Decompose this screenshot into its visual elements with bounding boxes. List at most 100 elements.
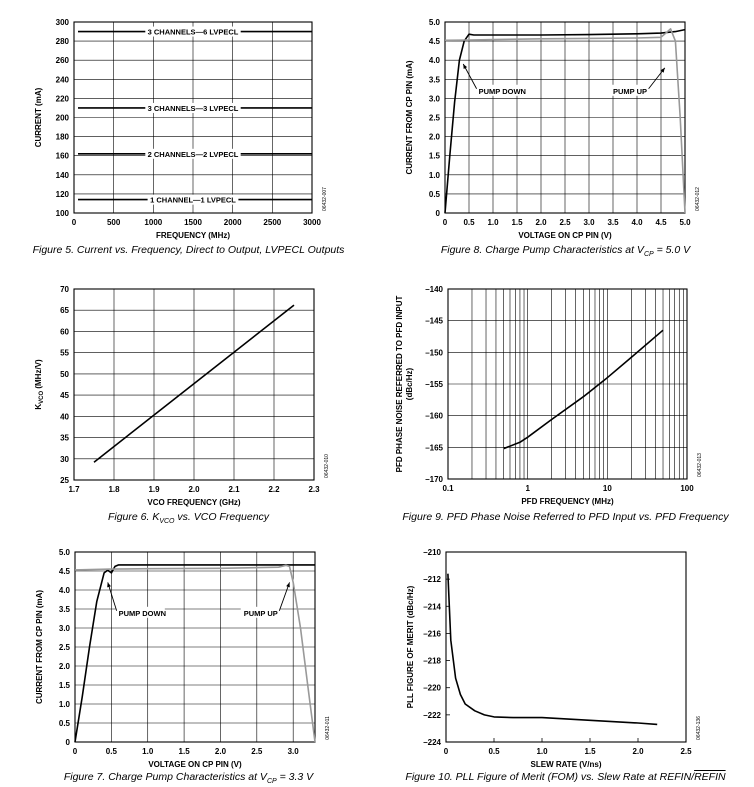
x-tick-label: 1.9 <box>148 485 160 494</box>
y-tick-label: 180 <box>56 133 70 142</box>
y-tick-label: 1.0 <box>429 171 441 180</box>
y-tick-label: 1.5 <box>59 681 71 690</box>
y-tick-label: 300 <box>56 18 70 27</box>
x-tick-label: 3.0 <box>288 747 300 756</box>
caption-fig6: Figure 6. KVCO vs. VCO Frequency <box>107 511 270 526</box>
x-tick-label: 2000 <box>224 218 242 227</box>
x-tick-label: 1.0 <box>142 747 154 756</box>
series-label-bg <box>147 194 239 205</box>
y-tick-label: –216 <box>423 629 441 638</box>
figure-code: 06432-007 <box>322 187 328 211</box>
caption-fig5: Figure 5. Current vs. Frequency, Direct … <box>32 244 345 256</box>
plot-frame <box>447 288 688 480</box>
x-tick-label: 1.0 <box>536 747 548 756</box>
chart-fig10: 0 0.5 1.0 1.5 2.0 2.5 –224 –222 –220 –218 –216 –214… <box>406 548 702 769</box>
x-tick-label: 1.5 <box>511 218 523 227</box>
x-tick-label: 3.0 <box>583 218 595 227</box>
y-tick-label: 5.0 <box>429 18 441 27</box>
series-label: 3 CHANNELS—6 LVPECL <box>148 28 239 37</box>
y-tick-label: 120 <box>56 190 70 199</box>
y-tick-label: 220 <box>56 94 70 103</box>
y-tick-label: 140 <box>56 171 70 180</box>
x-tick-label: 1.5 <box>584 747 596 756</box>
y-axis-label: KVCO (MHz/V) <box>34 359 45 410</box>
y-tick-label: –145 <box>425 317 443 326</box>
x-tick-label: 3000 <box>303 218 321 227</box>
y-tick-label: 1.5 <box>429 152 441 161</box>
series-label: 2 CHANNELS—2 LVPECL <box>148 150 239 159</box>
annotation-arrow <box>462 63 477 89</box>
plot-frame <box>445 551 687 743</box>
y-axis-label: CURRENT FROM CP PIN (mA) <box>35 590 44 704</box>
x-axis-label: VOLTAGE ON CP PIN (V) <box>148 760 242 769</box>
y-tick-label: 3.0 <box>59 624 71 633</box>
y-tick-label: 0.5 <box>59 719 71 728</box>
x-tick-label: 0 <box>444 747 449 756</box>
annotation-bg <box>240 606 281 618</box>
x-tick-label: 10 <box>603 484 612 493</box>
x-tick-label: 0 <box>72 218 77 227</box>
x-tick-label: 0.5 <box>488 747 500 756</box>
annotation-bg <box>475 84 525 96</box>
y-tick-label: 65 <box>60 306 69 315</box>
x-tick-label: 2.5 <box>559 218 571 227</box>
y-tick-label: 160 <box>56 152 70 161</box>
y-tick-label: 55 <box>60 349 69 358</box>
caption-fig9: Figure 9. PFD Phase Noise Referred to PF… <box>402 511 729 523</box>
x-tick-label: 2.5 <box>680 747 692 756</box>
annotation-arrow <box>107 582 118 611</box>
x-tick-label: 2.2 <box>268 485 280 494</box>
y-tick-label: 4.0 <box>59 586 71 595</box>
y-tick-label: –218 <box>423 657 441 666</box>
y-tick-label: 40 <box>60 412 69 421</box>
series-line <box>444 28 686 214</box>
y-tick-label: 25 <box>60 476 69 485</box>
series-label-bg <box>145 148 241 159</box>
y-axis-label: PLL FIGURE OF MERIT (dBc/Hz) <box>406 585 415 708</box>
caption-fig10: Figure 10. PLL Figure of Merit (FOM) vs.… <box>405 771 726 783</box>
annotation-arrow <box>278 582 290 611</box>
x-tick-label: 2500 <box>263 218 281 227</box>
y-tick-label: –220 <box>423 684 441 693</box>
x-tick-label: 2.1 <box>228 485 240 494</box>
x-tick-label: 1.0 <box>487 218 499 227</box>
y-tick-label: –150 <box>425 348 443 357</box>
x-tick-label: 1.5 <box>179 747 191 756</box>
y-tick-label: 1.0 <box>59 700 71 709</box>
plot-frame <box>444 21 686 214</box>
chart-fig5: 0 500 1000 1500 2000 2500 3000 100 120 140 160 180 2… <box>34 18 328 240</box>
y-tick-label: 50 <box>60 370 69 379</box>
plot-frame <box>73 21 313 214</box>
y-tick-label: –224 <box>423 738 441 747</box>
x-tick-label: 500 <box>107 218 121 227</box>
y-tick-label: 30 <box>60 455 69 464</box>
x-tick-label: 1 <box>525 484 530 493</box>
x-tick-label: 0 <box>443 218 448 227</box>
x-tick-label: 5.0 <box>679 218 691 227</box>
x-tick-label: 0.5 <box>463 218 475 227</box>
y-tick-label: –160 <box>425 412 443 421</box>
y-tick-label: 0.5 <box>429 190 441 199</box>
x-tick-label: 0 <box>73 747 78 756</box>
y-tick-label: 260 <box>56 56 70 65</box>
series-label-bg <box>145 26 241 37</box>
y-axis-label: CURRENT FROM CP PIN (mA) <box>405 60 414 174</box>
series-line <box>74 564 315 743</box>
x-tick-label: 0.1 <box>442 484 454 493</box>
plot-frame <box>73 288 315 481</box>
x-axis-label: SLEW RATE (V/ns) <box>531 760 602 769</box>
y-tick-label: –155 <box>425 380 443 389</box>
series-line <box>503 329 664 450</box>
y-tick-label: 3.0 <box>429 94 441 103</box>
y-tick-label: –222 <box>423 711 441 720</box>
x-axis-label: VCO FREQUENCY (GHz) <box>147 498 241 507</box>
series-label: 3 CHANNELS—3 LVPECL <box>148 104 239 113</box>
y-tick-label: 5.0 <box>59 548 71 557</box>
x-tick-label: 2.0 <box>215 747 227 756</box>
figure-code: 06432-136 <box>696 716 702 740</box>
annotation-arrowhead <box>107 582 111 588</box>
annotation-arrowhead <box>286 582 290 588</box>
x-tick-label: 1.7 <box>68 485 80 494</box>
y-tick-label: 0 <box>436 209 441 218</box>
figure-code: 06432-011 <box>325 716 331 740</box>
